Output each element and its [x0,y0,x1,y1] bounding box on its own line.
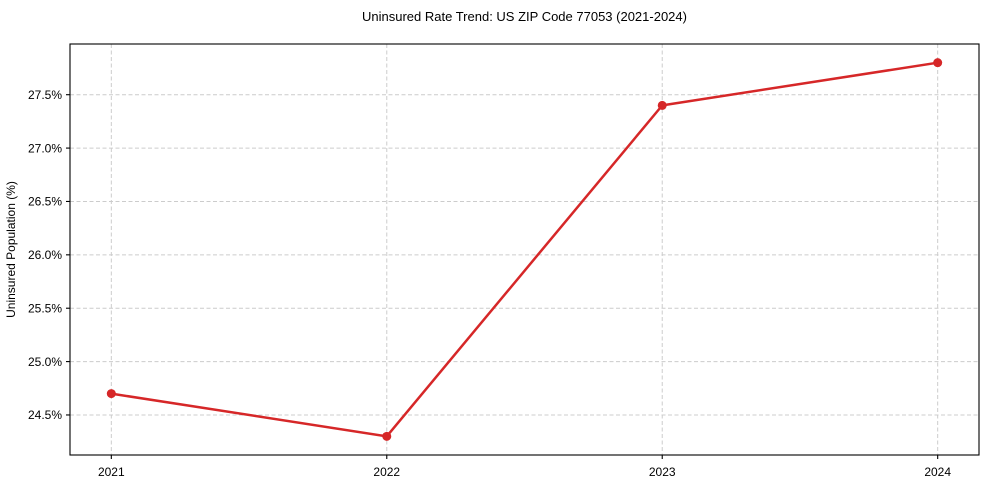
x-tick-label: 2023 [649,465,676,479]
y-tick-label: 27.0% [28,141,62,155]
y-axis-label: Uninsured Population (%) [4,181,18,318]
y-tick-label: 26.0% [28,248,62,262]
y-tick-label: 25.0% [28,355,62,369]
y-tick-label: 27.5% [28,88,62,102]
plot-area: 2021 2022 2023 2024 24.5% 25.0% 25.5% 26.0% 26.5… [28,43,980,479]
trend-line [111,61,938,438]
chart-title: Uninsured Rate Trend: US ZIP Code 77053 … [362,9,687,24]
x-tick-label: 2021 [98,465,125,479]
data-point [382,431,392,441]
x-tick-label: 2022 [373,465,400,479]
plot-border [69,43,980,456]
data-point [933,58,943,68]
x-tick-label: 2024 [924,465,951,479]
data-point [106,389,116,399]
y-tick-label: 26.5% [28,195,62,209]
data-point [657,100,667,110]
y-tick-label: 25.5% [28,301,62,315]
y-tick-label: 24.5% [28,408,62,422]
